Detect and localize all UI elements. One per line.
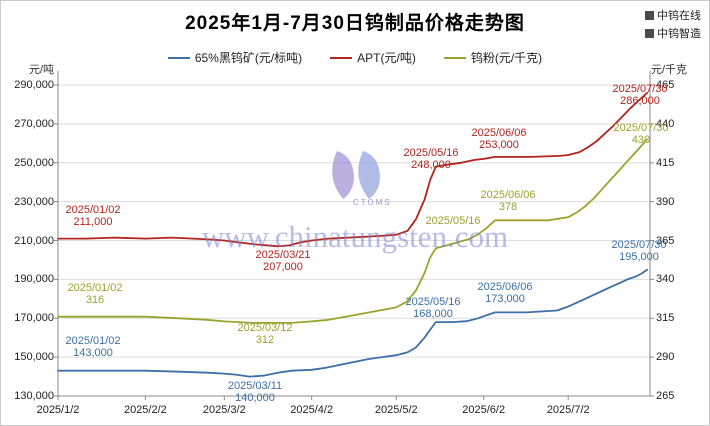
annotation: 2025/01/02 316: [63, 282, 127, 306]
legend-label: APT(元/吨): [357, 51, 416, 65]
y-axis-label-left: 130,000: [14, 390, 54, 402]
annotation-date: 2025/05/16: [425, 215, 481, 227]
chart-legend: 65%黑钨矿(元/标吨) APT(元/吨) 钨粉(元/千克): [1, 49, 709, 66]
x-axis-label: 2025/6/2: [462, 404, 506, 416]
left-axis-unit: 元/吨: [29, 64, 55, 76]
x-axis-label: 2025/1/2: [36, 404, 80, 416]
annotation-value: 378: [498, 201, 518, 213]
annotation-value: 248,000: [411, 159, 451, 171]
annotation-value: 316: [85, 294, 105, 306]
page-title: 2025年1月-7月30日钨制品价格走势图: [185, 13, 525, 34]
y-axis-label-right: 390: [656, 195, 675, 208]
x-axis-label: 2025/7/2: [546, 404, 590, 416]
brand-item-chinatungsten-online: 中钨在线: [645, 7, 701, 23]
right-axis-unit: 元/千克: [651, 64, 688, 76]
annotation: 2025/05/16 168,000: [401, 296, 465, 320]
legend-item: 钨粉(元/千克): [443, 49, 543, 66]
legend-swatch: [167, 56, 190, 59]
annotation-date: 2025/03/21: [255, 249, 311, 261]
y-axis-label-left: 230,000: [14, 195, 54, 208]
brand-logo-icon: [645, 10, 654, 20]
annotation: 2025/03/11 140,000: [223, 380, 287, 404]
annotation: 2025/07/30 286,000: [608, 83, 672, 107]
brand-links: 中钨在线 中钨智造: [645, 7, 701, 43]
y-axis-label-left: 150,000: [14, 351, 54, 364]
annotation-date: 2025/06/06: [480, 189, 536, 201]
y-axis-label-right: 415: [656, 156, 675, 169]
y-axis-label-right: 290: [656, 351, 675, 364]
y-axis-label-left: 170,000: [14, 312, 54, 325]
annotation-date: 2025/05/16: [405, 296, 461, 308]
annotation-value: 312: [255, 334, 275, 346]
legend-item: APT(元/吨): [330, 49, 416, 66]
annotation-value: 286,000: [620, 95, 660, 107]
x-axis-label: 2025/3/2: [202, 404, 246, 416]
x-axis-label: 2025/4/2: [290, 404, 334, 416]
legend-swatch: [330, 56, 353, 59]
brand-logo-icon: [645, 28, 654, 38]
legend-label: 65%黑钨矿(元/标吨): [194, 51, 303, 65]
annotation-value: 207,000: [263, 261, 303, 273]
annotation: 2025/06/06 253,000: [467, 127, 531, 151]
y-axis-label-left: 270,000: [14, 117, 54, 130]
annotation-date: 2025/03/12: [237, 322, 293, 334]
annotation-value: 168,000: [413, 308, 453, 320]
annotation-date: 2025/03/11: [227, 380, 283, 392]
legend-item: 65%黑钨矿(元/标吨): [167, 49, 303, 66]
annotation-date: 2025/01/02: [67, 282, 123, 294]
annotation-value: 195,000: [619, 251, 659, 263]
annotation: 2025/03/12 312: [233, 322, 297, 346]
annotation-date: 2025/01/02: [65, 204, 121, 216]
y-axis-label-left: 210,000: [14, 234, 54, 247]
annotation: 2025/03/21 207,000: [251, 249, 315, 273]
y-axis-label-right: 465: [656, 79, 675, 91]
annotation: 2025/07/30 430: [609, 122, 673, 146]
y-axis-label-left: 290,000: [14, 79, 54, 91]
annotation-date: 2025/07/30: [611, 239, 667, 251]
annotation-date: 2025/06/06: [471, 127, 527, 139]
annotation: 2025/01/02 143,000: [61, 335, 125, 359]
annotation-date: 2025/07/30: [612, 83, 668, 95]
legend-label: 钨粉(元/千克): [470, 51, 543, 65]
brand-label: 中钨智造: [657, 28, 701, 40]
y-axis-label-right: 365: [656, 234, 675, 247]
annotation-value: 173,000: [485, 293, 525, 305]
annotation-date: 2025/06/06: [477, 281, 533, 293]
y-axis-label-left: 250,000: [14, 156, 54, 169]
legend-swatch: [443, 56, 466, 59]
annotation: 2025/06/06 173,000: [473, 281, 537, 305]
x-axis-label: 2025/5/2: [374, 404, 418, 416]
brand-item-chinatungsten-manufacture: 中钨智造: [645, 25, 701, 41]
annotation: 2025/07/30 195,000: [607, 239, 671, 263]
annotation: 2025/01/02 211,000: [61, 204, 125, 228]
annotation: 2025/05/16: [421, 215, 485, 227]
annotation-value: 430: [631, 134, 651, 146]
annotation-date: 2025/05/16: [403, 147, 459, 159]
x-axis-label: 2025/2/2: [123, 404, 167, 416]
annotation-value: 140,000: [235, 392, 275, 404]
annotation: 2025/06/06 378: [476, 189, 540, 213]
annotation-value: 143,000: [73, 347, 113, 359]
annotation-date: 2025/07/30: [613, 122, 669, 134]
y-axis-label-right: 440: [656, 117, 675, 130]
annotation-value: 253,000: [479, 139, 519, 151]
annotation: 2025/05/16 248,000: [399, 147, 463, 171]
y-axis-label-right: 265: [656, 390, 675, 402]
annotation-value: 211,000: [73, 216, 113, 228]
y-axis-label-right: 340: [656, 273, 675, 286]
y-axis-label-left: 190,000: [14, 273, 54, 286]
y-axis-label-right: 315: [656, 312, 675, 325]
brand-label: 中钨在线: [657, 10, 701, 22]
annotation-date: 2025/01/02: [65, 335, 121, 347]
